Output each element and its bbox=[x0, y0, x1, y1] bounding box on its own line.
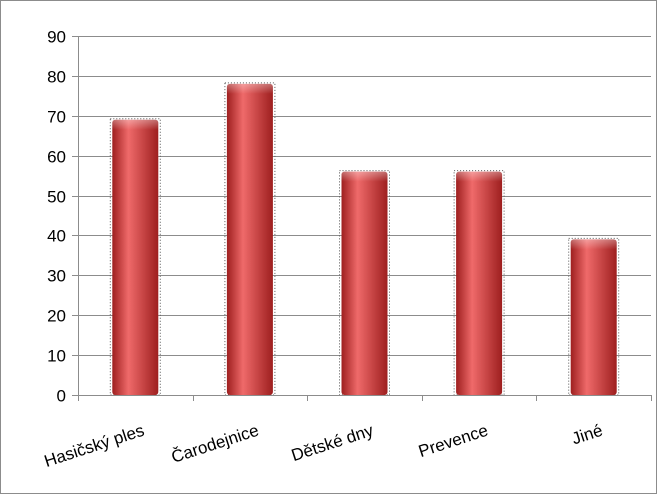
x-tick-label-1: Čarodejnice bbox=[169, 421, 261, 467]
bar-group-0 bbox=[109, 118, 161, 396]
bar-highlight bbox=[570, 239, 617, 250]
bar-shadow bbox=[453, 170, 505, 396]
y-tick-labels: 0 10 20 30 40 50 60 70 80 90 bbox=[47, 28, 66, 406]
bar-group-2 bbox=[339, 170, 390, 396]
bar-Prevence bbox=[456, 171, 503, 395]
y-tick-label-90: 90 bbox=[47, 28, 66, 47]
bar-highlight bbox=[456, 171, 503, 182]
y-tick-label-20: 20 bbox=[47, 307, 66, 326]
x-tick-labels: Hasičský ples Čarodejnice Dětské dny Preven… bbox=[42, 421, 605, 471]
y-tick-label-70: 70 bbox=[47, 108, 66, 127]
bar-Jiné bbox=[570, 239, 617, 395]
bar-Čarodejnice bbox=[226, 83, 273, 395]
bar-highlight bbox=[112, 119, 159, 130]
bar-group-3 bbox=[453, 170, 505, 396]
x-tick-label-4: Jiné bbox=[569, 421, 605, 449]
bar-highlight bbox=[341, 171, 388, 182]
axes bbox=[78, 36, 652, 401]
y-tick-label-30: 30 bbox=[47, 267, 66, 286]
bars bbox=[109, 82, 620, 396]
bar-Hasičský ples bbox=[112, 119, 159, 396]
x-tick-label-0: Hasičský ples bbox=[42, 421, 147, 471]
y-tick-label-50: 50 bbox=[47, 188, 66, 207]
bar-Dětské dny bbox=[341, 171, 388, 395]
bar-group-1 bbox=[224, 82, 276, 396]
y-tick-label-60: 60 bbox=[47, 148, 66, 167]
bar-shadow bbox=[339, 170, 390, 396]
y-tick-label-10: 10 bbox=[47, 347, 66, 366]
x-tick-label-3: Prevence bbox=[416, 421, 490, 461]
bar-group-4 bbox=[568, 237, 620, 396]
bar-highlight bbox=[226, 83, 273, 94]
y-tick-label-80: 80 bbox=[47, 68, 66, 87]
y-tick-label-0: 0 bbox=[57, 387, 66, 406]
x-tick-label-2: Dětské dny bbox=[289, 421, 376, 466]
y-tick-label-40: 40 bbox=[47, 227, 66, 246]
